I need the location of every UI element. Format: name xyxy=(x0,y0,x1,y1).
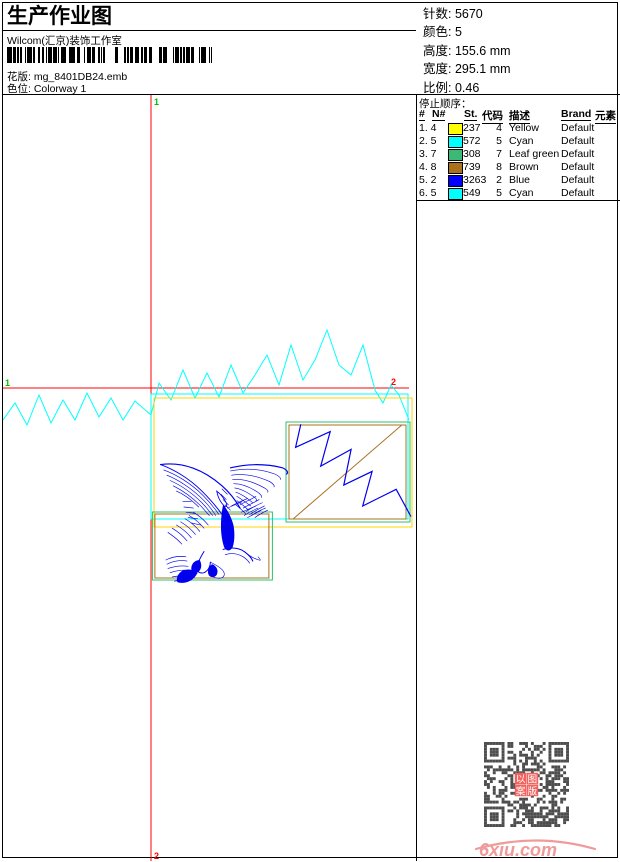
svg-text:1: 1 xyxy=(5,378,10,388)
svg-text:案: 案 xyxy=(516,785,526,797)
svg-text:6xiu.com: 6xiu.com xyxy=(479,840,557,859)
svg-text:图: 图 xyxy=(528,775,538,786)
svg-text:以: 以 xyxy=(516,775,526,786)
svg-text:1: 1 xyxy=(154,97,159,107)
svg-text:版: 版 xyxy=(528,785,538,797)
